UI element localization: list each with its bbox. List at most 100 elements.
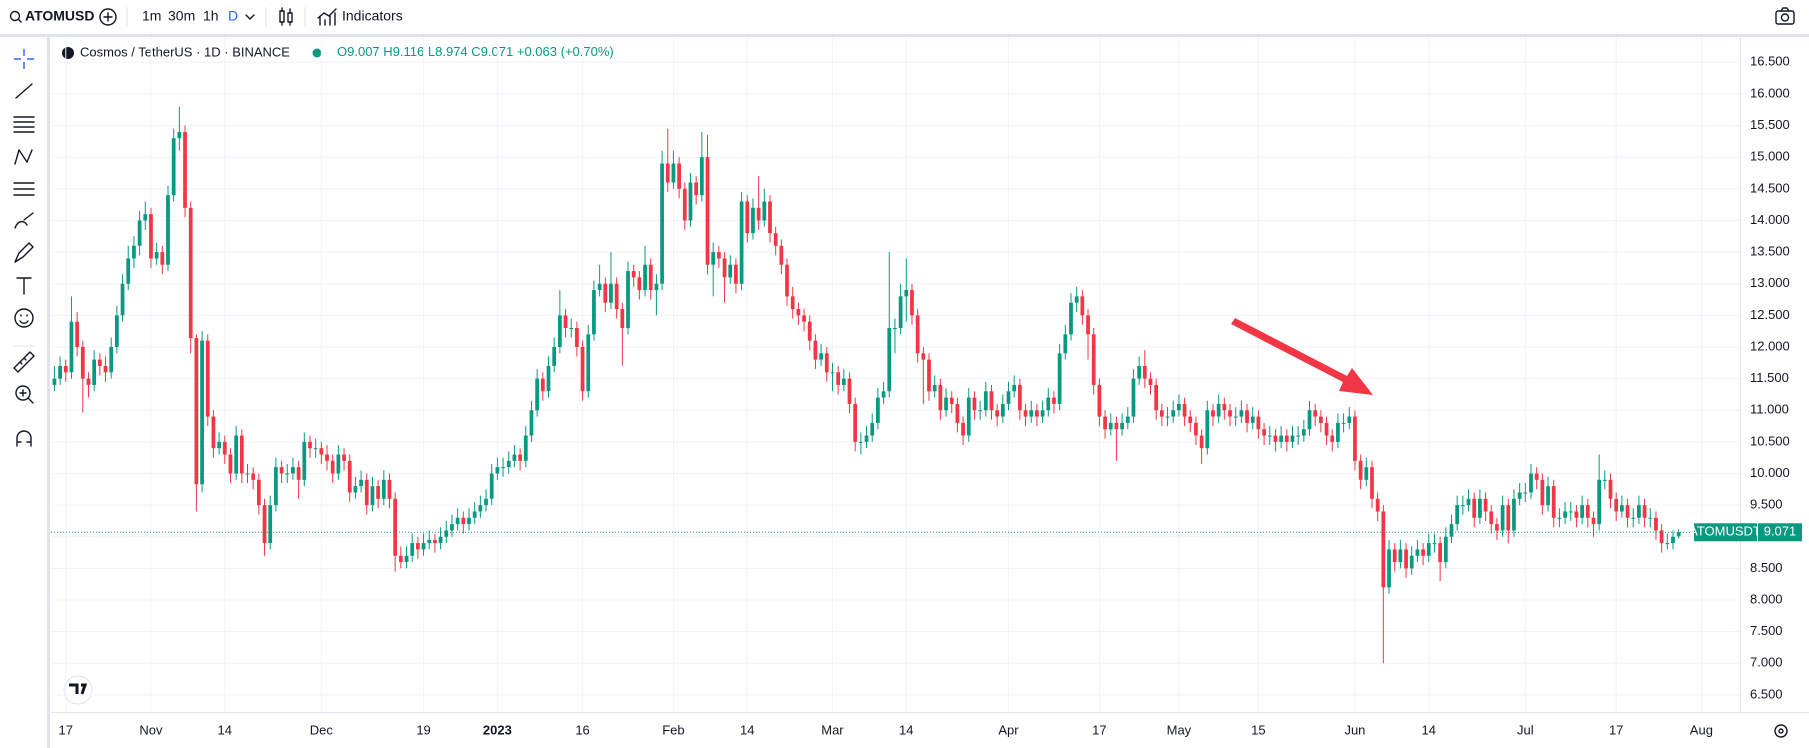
candle-body (1125, 416, 1130, 423)
candle-body (268, 505, 273, 544)
candle-icon-wicks (281, 7, 291, 26)
candle-body (819, 353, 823, 360)
candle-body (353, 486, 358, 493)
candle-body (1318, 416, 1323, 423)
candle-body (1506, 505, 1511, 531)
ruler-tool[interactable] (13, 351, 35, 373)
candle-body (694, 182, 699, 196)
x-tick-label: Feb (662, 722, 684, 737)
candle-body (824, 353, 829, 373)
interval-dropdown[interactable] (245, 14, 255, 20)
candle-body (222, 441, 227, 455)
chart-type-button[interactable] (279, 7, 293, 26)
candle-body (115, 315, 119, 347)
candle-body (813, 340, 818, 360)
candle-body (1074, 296, 1079, 303)
candle-body (313, 448, 318, 450)
plot (51, 37, 1740, 712)
candle-body (949, 397, 954, 404)
emoji-tool[interactable] (14, 308, 34, 328)
candle-body (416, 543, 420, 550)
pen-tool[interactable] (14, 242, 34, 263)
candle-body (63, 365, 68, 373)
candle-body (1415, 549, 1420, 556)
candle-body (927, 359, 931, 392)
candle-body (234, 435, 239, 474)
candle-body (205, 340, 210, 417)
candle-body (626, 271, 630, 329)
candle-body (1637, 505, 1641, 518)
candle-body (1114, 422, 1119, 430)
screenshot-button[interactable] (1775, 7, 1795, 25)
candle-body (802, 315, 806, 322)
x-tick-label: 14 (740, 722, 754, 737)
candle-body (1069, 302, 1073, 335)
interval-active[interactable]: D (228, 8, 238, 24)
brush-tool[interactable] (14, 212, 34, 229)
candle-body (461, 517, 466, 525)
candle-body (103, 365, 108, 373)
candle-body (450, 524, 454, 531)
candle-body (841, 378, 846, 385)
candle-body (1108, 422, 1113, 430)
text-tool[interactable] (16, 277, 32, 295)
trend-line-tool[interactable] (15, 83, 33, 99)
candle-body (410, 543, 415, 556)
candle-body (1370, 467, 1374, 499)
pattern-tool[interactable] (14, 149, 33, 165)
candle-body (648, 264, 653, 291)
candle-body (228, 454, 233, 474)
y-tick-label: 8.500 (1750, 560, 1783, 575)
interval[interactable]: 1h (203, 8, 219, 24)
candle-body (1091, 334, 1096, 385)
plus-circle (99, 8, 117, 26)
candle-body (790, 296, 795, 310)
symbol-search[interactable]: ATOMUSD (9, 8, 95, 24)
candle-body (660, 163, 664, 284)
prediction-tool[interactable] (13, 182, 35, 196)
candle-body (1347, 416, 1352, 423)
crosshair-tool[interactable] (14, 49, 34, 69)
candle-body (381, 479, 386, 499)
candle-body (274, 467, 278, 506)
candle-body (972, 397, 977, 411)
candle-body (80, 346, 85, 379)
candle-body (1307, 410, 1312, 430)
y-tick-label: 11.500 (1750, 370, 1789, 385)
candle-body (631, 271, 636, 278)
interval[interactable]: 30m (168, 8, 195, 24)
indicators-button[interactable]: Indicators (317, 8, 403, 26)
x-tick-label: 14 (899, 722, 913, 737)
indicators-icon (317, 8, 337, 26)
compare-button[interactable] (99, 8, 117, 26)
candle-body (336, 454, 341, 474)
candle-body (239, 435, 244, 474)
candle-body (1432, 543, 1437, 545)
left-toolbar (13, 49, 35, 447)
x-tick-label: May (1167, 722, 1192, 737)
candle-body (1631, 517, 1636, 519)
camera-body (1775, 10, 1795, 25)
tradingview-logo[interactable] (63, 675, 93, 705)
y-tick-label: 16.500 (1750, 54, 1790, 69)
candle-body (325, 454, 329, 461)
indicators-label: Indicators (342, 8, 403, 24)
y-tick-label: 10.500 (1750, 433, 1790, 448)
fib-tool[interactable] (13, 116, 35, 133)
interval[interactable]: 1m (142, 8, 161, 24)
candle-body (529, 410, 534, 436)
candle-body (569, 328, 574, 330)
settings-button[interactable] (1774, 724, 1788, 738)
magnet-tool[interactable] (16, 430, 32, 447)
gear-center (1778, 728, 1784, 734)
candle-body (1585, 505, 1590, 518)
y-tick-label: 16.000 (1750, 85, 1790, 100)
candle-body (86, 378, 91, 385)
x-tick-label: Aug (1690, 722, 1713, 737)
last-price-label: 9.071 (1764, 524, 1797, 539)
arrow-annotation[interactable] (1231, 318, 1373, 395)
candle-body (1250, 416, 1255, 423)
zoom-tool[interactable] (15, 385, 31, 401)
candle-body (665, 163, 670, 183)
